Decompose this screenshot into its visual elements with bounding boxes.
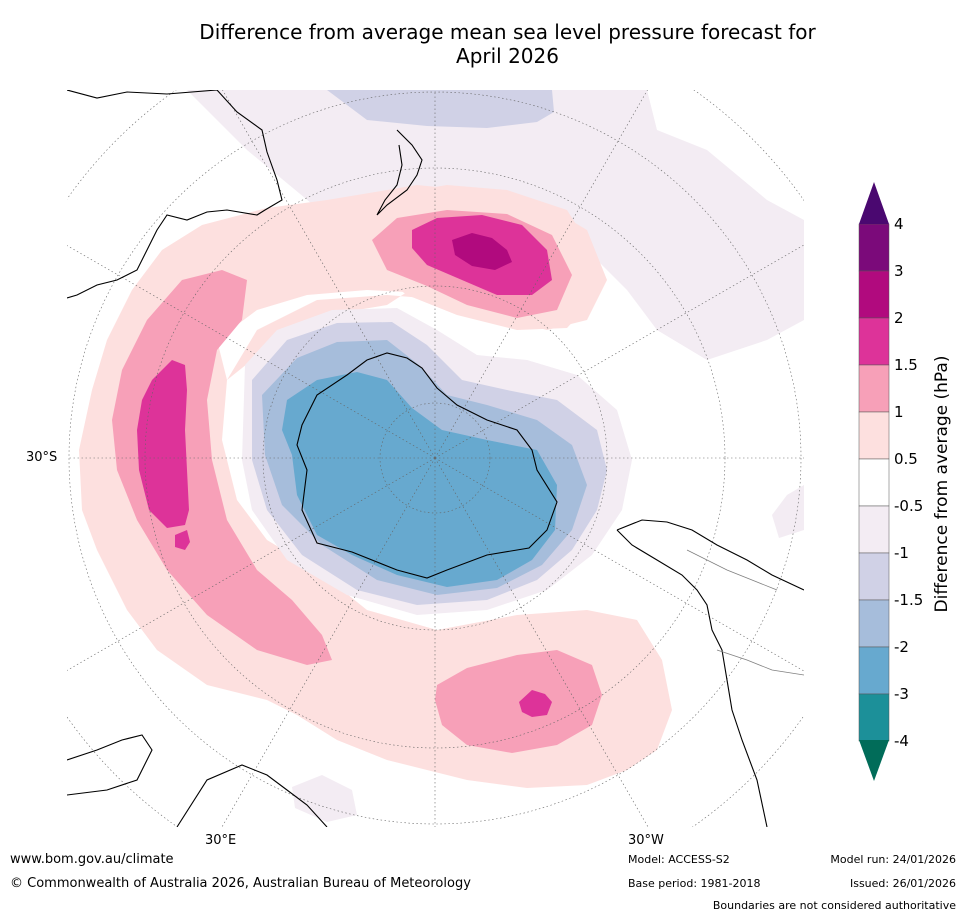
colorbar-bin [858, 458, 890, 507]
longitude-label-30w: 30°W [628, 833, 664, 848]
contour-pos-2-north [452, 233, 512, 270]
boundary-disclaimer: Boundaries are not considered authoritat… [712, 899, 956, 912]
colorbar-tick-label: -0.5 [894, 497, 924, 515]
colorbar-bin [858, 270, 890, 319]
antarctica-coastline [296, 352, 558, 579]
colorbar-tick-label: -1 [894, 544, 909, 562]
south-america-coastline [616, 519, 804, 827]
colorbar-title: Difference from average (hPa) [932, 355, 952, 613]
base-period: Base period: 1981-2018 [628, 877, 761, 890]
model-name: Model: ACCESS-S2 [628, 853, 730, 866]
colorbar-bin [858, 411, 890, 460]
colorbar-bin [858, 505, 890, 554]
contour-neg-2-core [282, 372, 557, 587]
model-run-date: Model run: 24/01/2026 [830, 853, 956, 866]
colorbar-bin [858, 364, 890, 413]
graticule [67, 90, 804, 827]
contour-pos-1.5-west [137, 360, 189, 528]
colorbar-tick-label: 0.5 [894, 450, 918, 468]
colorbar-tick-label: -3 [894, 685, 909, 703]
colorbar-tick-label: 4 [894, 215, 904, 233]
colorbar-tick-label: 1.5 [894, 356, 918, 374]
longitude-label-30e: 30°E [205, 833, 237, 848]
colorbar-tick-label: -4 [894, 732, 909, 750]
contour-neg-0.5-east [772, 485, 804, 538]
map-canvas [67, 90, 804, 827]
copyright-text: © Commonwealth of Australia 2026, Austra… [10, 876, 471, 891]
latitude-label-30s: 30°S [26, 450, 58, 465]
colorbar-tick-label: 2 [894, 309, 904, 327]
coastlines [67, 90, 804, 827]
colorbar-tick-label: 3 [894, 262, 904, 280]
colorbar-bin [858, 317, 890, 366]
colorbar-tick-label: 1 [894, 403, 904, 421]
colorbar-bin [858, 693, 890, 742]
australia-coastline [67, 90, 283, 299]
colorbar [858, 182, 890, 781]
colorbar-tick-label: -2 [894, 638, 909, 656]
map-title: Difference from average mean sea level p… [90, 20, 925, 68]
contour-neg-0.5-southwest [292, 775, 357, 822]
contour-pos-1-south [435, 650, 602, 753]
title-line-2: April 2026 [456, 44, 559, 68]
contour-pos-0.5-ring [79, 185, 672, 788]
colorbar-bin [858, 646, 890, 695]
pressure-anomaly-map [67, 90, 804, 827]
colorbar-bin [858, 599, 890, 648]
colorbar-bins [858, 223, 890, 742]
contour-neg-1-north [327, 90, 554, 128]
issued-date: Issued: 26/01/2026 [849, 877, 956, 890]
colorbar-over-arrow [859, 182, 889, 224]
africa-coastline [67, 734, 328, 827]
south-america-borders [686, 549, 804, 676]
colorbar-bin [858, 552, 890, 601]
contour-neg-0.5-northeast [187, 90, 804, 360]
website-link[interactable]: www.bom.gov.au/climate [10, 852, 174, 867]
new-zealand-coastline [376, 129, 423, 216]
title-line-1: Difference from average mean sea level p… [199, 20, 816, 44]
colorbar-under-arrow [859, 740, 889, 781]
colorbar-bin [858, 223, 890, 272]
colorbar-tick-label: -1.5 [894, 591, 924, 609]
contour-pos-1.5-west-spot [175, 530, 190, 550]
contour-pos-1.5-south [519, 690, 552, 717]
